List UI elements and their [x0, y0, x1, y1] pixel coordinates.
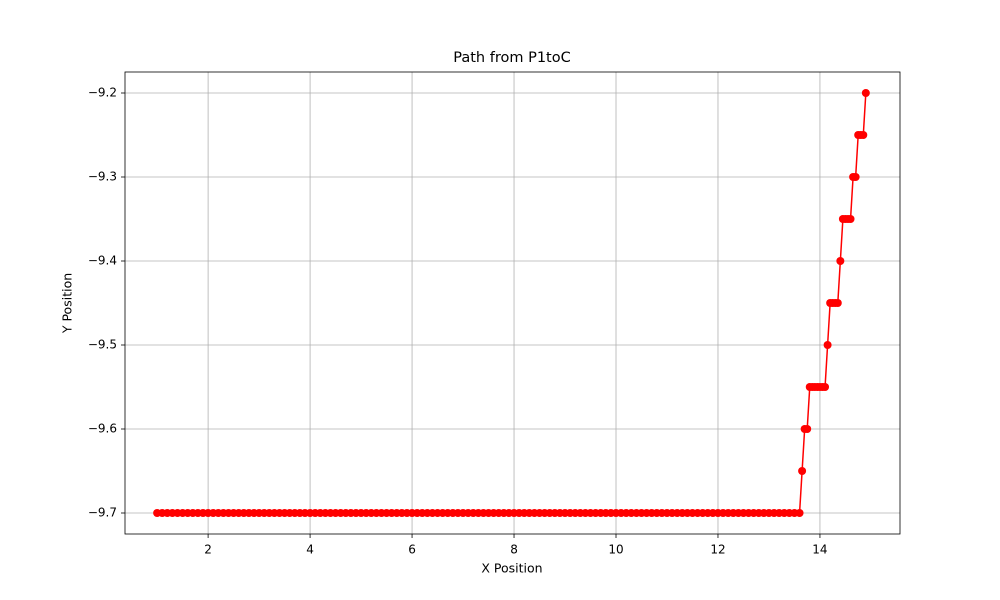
- point-marker: [859, 131, 868, 139]
- point-marker: [861, 89, 870, 97]
- x-tick-label: 6: [408, 543, 416, 557]
- series-line: [157, 92, 867, 514]
- x-tick-label: 14: [812, 543, 827, 557]
- point-marker: [836, 257, 845, 265]
- point-marker: [803, 425, 812, 433]
- y-tick-label: −9.3: [88, 170, 117, 184]
- x-tick-label: 8: [510, 543, 518, 557]
- plot-frame: [124, 71, 901, 535]
- point-marker: [821, 383, 830, 391]
- x-axis-label: X Position: [481, 561, 542, 576]
- point-marker: [851, 173, 860, 181]
- x-tick-label: 4: [306, 543, 314, 557]
- y-tick-label: −9.4: [88, 254, 117, 268]
- point-marker: [833, 299, 842, 307]
- y-tick-label: −9.7: [88, 506, 117, 520]
- y-tick-label: −9.5: [88, 338, 117, 352]
- chart-title: Path from P1toC: [453, 50, 570, 66]
- point-marker: [795, 509, 804, 517]
- x-tick-label: 12: [710, 543, 725, 557]
- y-tick-label: −9.6: [88, 422, 117, 436]
- point-marker: [846, 215, 855, 223]
- y-axis-label: Y Position: [60, 273, 75, 334]
- y-tick-label: −9.2: [88, 86, 117, 100]
- x-tick-label: 2: [204, 543, 212, 557]
- point-marker: [798, 467, 807, 475]
- x-tick-label: 10: [608, 543, 623, 557]
- point-marker: [823, 341, 832, 349]
